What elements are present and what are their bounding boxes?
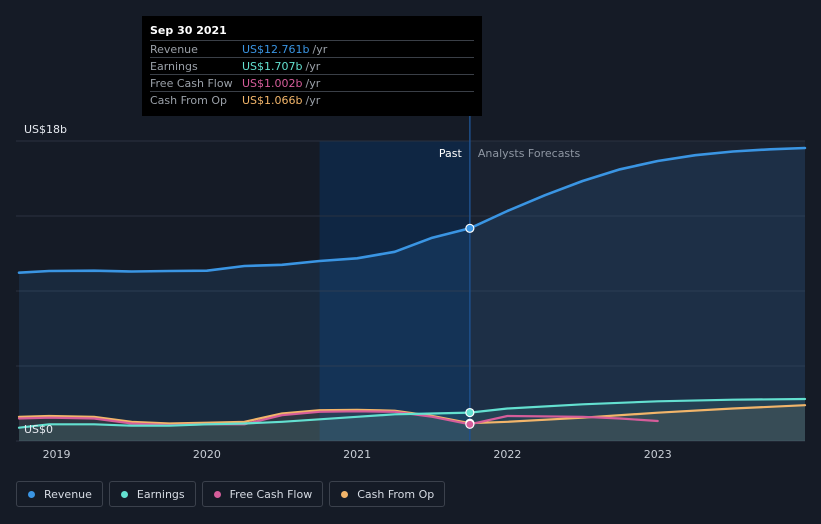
- legend-dot-icon: [213, 490, 221, 498]
- revenue-marker: [465, 223, 475, 233]
- tooltip-value: US$1.066b: [242, 93, 303, 107]
- tooltip-unit: /yr: [305, 76, 321, 90]
- past-label: Past: [439, 147, 463, 160]
- x-tick-label: 2022: [493, 448, 521, 461]
- y-axis-bottom-label: US$0: [24, 423, 53, 436]
- free-cash-flow-line: [17, 410, 659, 427]
- tooltip-value: US$1.707b: [242, 59, 303, 73]
- legend-dot-icon: [120, 490, 128, 498]
- legend-item-cash-from-op[interactable]: Cash From Op: [329, 481, 446, 507]
- tooltip-row-cash-from-op: Cash From Op US$1.066b /yr: [150, 91, 474, 108]
- series-markers: [465, 223, 475, 429]
- tooltip-label: Free Cash Flow: [150, 76, 233, 90]
- tooltip-label: Cash From Op: [150, 93, 228, 107]
- x-tick-label: 2019: [43, 448, 71, 461]
- legend-item-revenue[interactable]: Revenue: [16, 481, 103, 507]
- tooltip-row-free-cash-flow: Free Cash Flow US$1.002b /yr: [150, 74, 474, 91]
- legend-dot-icon: [28, 490, 35, 498]
- series-areas: [19, 148, 805, 441]
- axis-labels: US$18b US$0 2019 2020 2021 2022 2023 Past Analys…: [24, 123, 672, 461]
- legend-dot-icon: [341, 490, 349, 498]
- tooltip-unit: /yr: [305, 93, 321, 107]
- legend: Revenue Earnings Free Cash Flow Cash Fro…: [16, 481, 446, 507]
- tooltip-label: Revenue: [150, 42, 198, 56]
- tooltip-unit: /yr: [305, 59, 321, 73]
- x-tick-label: 2023: [644, 448, 672, 461]
- tooltip-date: Sep 30 2021: [150, 24, 227, 37]
- y-axis-top-label: US$18b: [24, 123, 67, 136]
- earnings-area: [19, 399, 805, 441]
- legend-label: Cash From Op: [357, 487, 435, 501]
- x-tick-label: 2020: [193, 448, 221, 461]
- legend-label: Revenue: [44, 487, 92, 501]
- earnings-line: [17, 397, 807, 429]
- tooltip-value: US$12.761b: [242, 42, 310, 56]
- tooltip-row-earnings: Earnings US$1.707b /yr: [150, 57, 474, 74]
- earnings-marker: [465, 407, 475, 418]
- legend-label: Free Cash Flow: [229, 487, 313, 501]
- tooltip-value: US$1.002b: [242, 76, 303, 90]
- legend-item-free-cash-flow[interactable]: Free Cash Flow: [201, 481, 324, 507]
- free-cash-flow-marker: [465, 419, 475, 429]
- tooltip-label: Earnings: [150, 59, 198, 73]
- x-tick-label: 2021: [343, 448, 371, 461]
- cash-from-op-area: [19, 405, 805, 441]
- tooltip-unit: /yr: [312, 42, 328, 56]
- legend-item-earnings[interactable]: Earnings: [108, 481, 196, 507]
- legend-label: Earnings: [136, 487, 185, 501]
- revenue-line: [17, 146, 807, 274]
- revenue-area: [19, 148, 805, 441]
- tooltip-row-revenue: Revenue US$12.761b /yr: [150, 40, 474, 57]
- gridlines: [16, 140, 805, 442]
- hover-tooltip: Sep 30 2021 Revenue US$12.761b /yr Earni…: [142, 16, 482, 116]
- series-lines: [17, 146, 807, 429]
- forecast-label: Analysts Forecasts: [478, 147, 581, 160]
